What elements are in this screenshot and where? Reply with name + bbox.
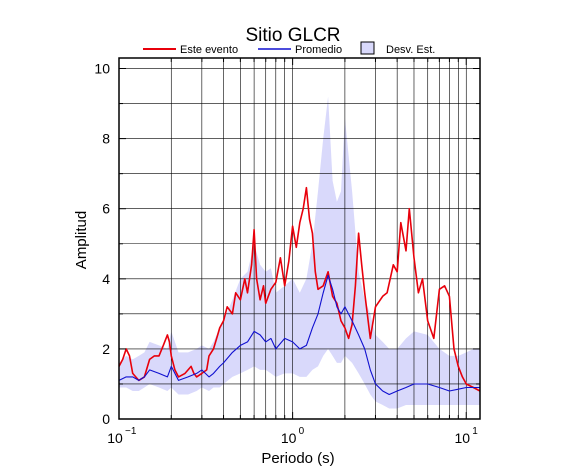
x-tick-exponent: 0 — [299, 426, 305, 437]
legend-label-este-evento: Este evento — [180, 44, 238, 56]
x-tick-label: 10 — [107, 430, 123, 446]
x-tick-label: 10 — [454, 430, 470, 446]
series-line-promedio — [118, 274, 480, 396]
plot-frame — [118, 57, 481, 420]
y-axis-label: Amplitud — [73, 211, 90, 269]
y-tick-label: 8 — [102, 131, 110, 147]
x-tick-exponent: 1 — [472, 426, 478, 437]
std-band-area — [119, 96, 480, 409]
y-tick-label: 2 — [102, 341, 110, 357]
y-tick-label: 10 — [94, 61, 110, 77]
legend-label-desv-est: Desv. Est. — [386, 44, 435, 56]
std-band-layer — [119, 96, 480, 409]
chart-title: Sitio GLCR — [245, 25, 340, 46]
y-tick-label: 6 — [102, 201, 110, 217]
y-tick-label: 4 — [102, 271, 110, 287]
legend-label-promedio: Promedio — [295, 44, 342, 56]
x-tick-label: 10 — [281, 430, 297, 446]
x-axis-label: Periodo (s) — [261, 450, 334, 467]
x-tick-exponent: −1 — [125, 426, 137, 437]
legend-swatch-desv-est — [360, 41, 375, 55]
y-tick-label: 0 — [102, 411, 110, 427]
series-layer — [118, 186, 481, 396]
series-line-este-evento — [118, 186, 481, 392]
legend: Este evento Promedio Desv. Est. — [143, 41, 435, 56]
